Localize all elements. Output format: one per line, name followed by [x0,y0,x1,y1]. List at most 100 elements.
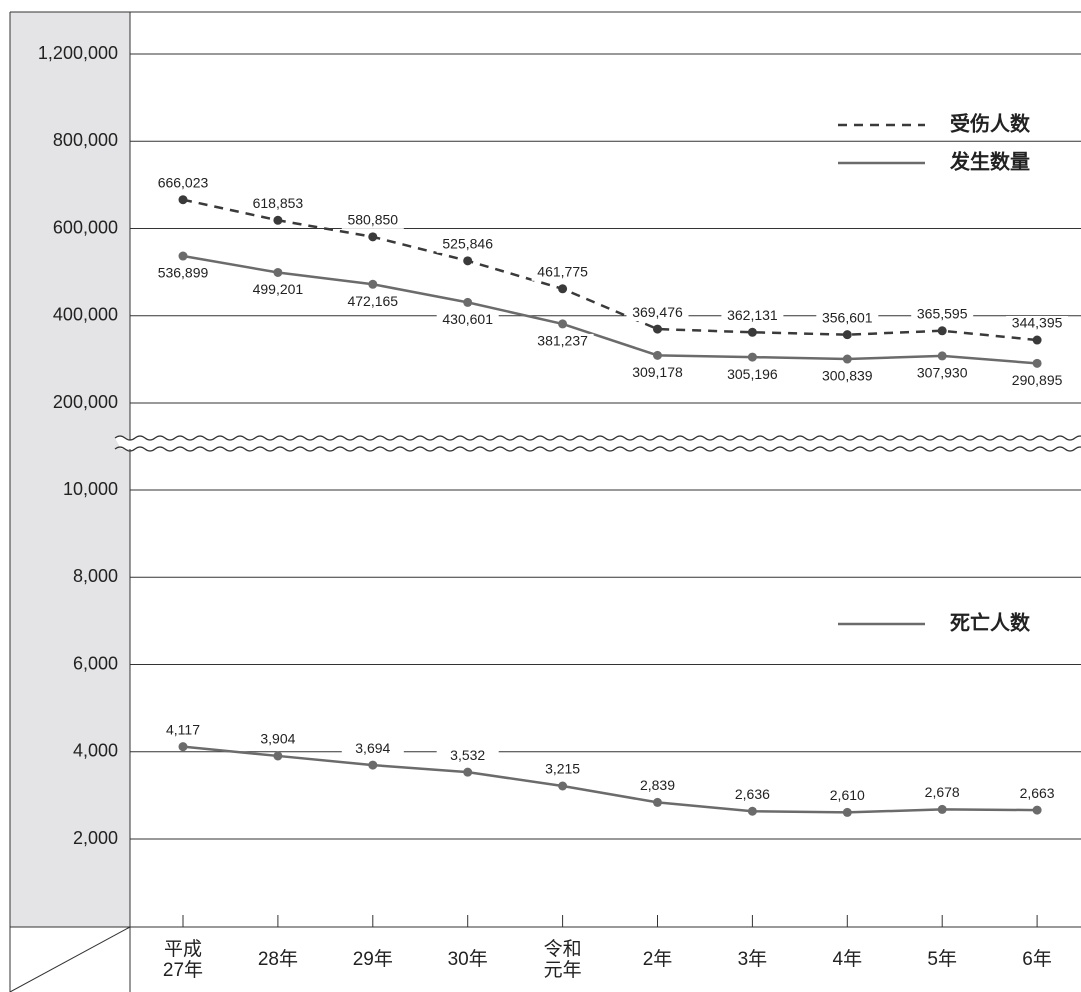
series-line [182,745,1038,814]
data-label: 499,201 [253,281,304,297]
data-label: 362,131 [727,307,778,323]
label-bg [436,236,499,253]
data-label: 525,846 [442,236,493,252]
data-point [747,352,757,362]
y-tick-label: 10,000 [63,479,118,499]
data-label: 309,178 [632,364,683,380]
break-wave [114,446,1081,452]
data-label: 2,678 [925,784,960,800]
label-bg [531,333,594,350]
data-point [273,215,283,225]
y-tick-label: 8,000 [73,566,118,586]
data-point [937,351,947,361]
label-bg [1006,786,1069,803]
data-label: 381,237 [537,333,588,349]
label-bg [531,761,594,778]
y-tick-label: 6,000 [73,653,118,673]
label-bg [721,367,784,384]
data-point [653,797,662,807]
data-label: 307,930 [917,365,968,381]
x-tick-label: 平成 27年 [162,938,204,981]
data-label: 3,904 [260,731,295,747]
data-label: 365,595 [917,305,968,321]
label-bg [341,294,404,311]
label-bg [341,212,404,229]
data-point [1032,805,1042,815]
label-bg [721,787,784,804]
data-point [653,350,662,360]
label-bg [1006,373,1069,390]
data-label: 3,532 [450,747,485,763]
data-point [558,284,568,294]
data-point [937,804,947,814]
break-fill [115,436,1081,449]
label-bg [721,308,784,325]
data-point [1032,358,1042,368]
data-point [1032,335,1042,345]
data-label: 4,117 [166,721,200,737]
label-bg [436,748,499,765]
data-point [558,781,568,791]
x-tick-label: 3年 [737,949,768,970]
legend-label: 发生数量 [949,149,1030,173]
y-tick-label: 400,000 [53,305,118,325]
data-label: 461,775 [537,264,588,280]
label-bg [816,369,879,386]
x-tick-label: 5年 [927,949,957,970]
data-label: 2,610 [830,787,865,803]
label-bg [246,196,309,213]
label-bg [626,305,689,322]
data-label: 666,023 [158,174,209,190]
data-label: 2,663 [1020,785,1055,801]
data-label: 305,196 [727,366,778,382]
data-label: 580,850 [347,212,398,228]
data-point [842,330,852,340]
data-label: 300,839 [822,368,873,384]
label-bg [246,282,309,299]
data-point [273,751,283,761]
data-point [368,279,378,289]
label-bg [911,306,974,323]
y-tick-label: 600,000 [53,217,118,237]
label-bg [626,365,689,382]
y-tick-label: 4,000 [73,741,118,761]
legend-label: 受伤人数 [950,111,1031,135]
data-point [273,267,283,277]
axis-band [10,12,130,927]
data-label: 290,895 [1012,372,1063,388]
data-point [178,742,188,752]
x-tick-label: 令和 元年 [543,938,582,981]
data-label: 430,601 [442,311,493,327]
data-point [463,767,473,777]
data-point [463,297,473,307]
data-point [937,326,947,336]
label-bg [626,778,689,795]
y-tick-label: 200,000 [53,392,118,412]
label-bg [152,266,214,283]
series-line [182,254,1038,365]
label-bg [1006,316,1069,333]
data-point [558,319,568,329]
data-point [653,324,662,334]
x-tick-label: 28年 [257,949,298,970]
series-line [182,198,1038,342]
data-point [178,195,188,205]
data-point [368,760,378,770]
label-bg [531,264,594,281]
y-tick-label: 800,000 [53,130,118,150]
data-label: 2,636 [735,786,770,802]
corner-diagonal [9,926,131,992]
x-tick-label: 6年 [1022,949,1052,970]
label-bg [816,310,879,327]
label-bg [816,788,879,805]
data-point [842,807,852,817]
data-point [747,806,757,816]
data-point [842,354,852,364]
data-label: 618,853 [253,195,304,211]
y-tick-label: 1,200,000 [38,43,118,63]
data-point [747,327,757,337]
legend-label: 死亡人数 [950,610,1031,634]
data-point [368,232,378,242]
